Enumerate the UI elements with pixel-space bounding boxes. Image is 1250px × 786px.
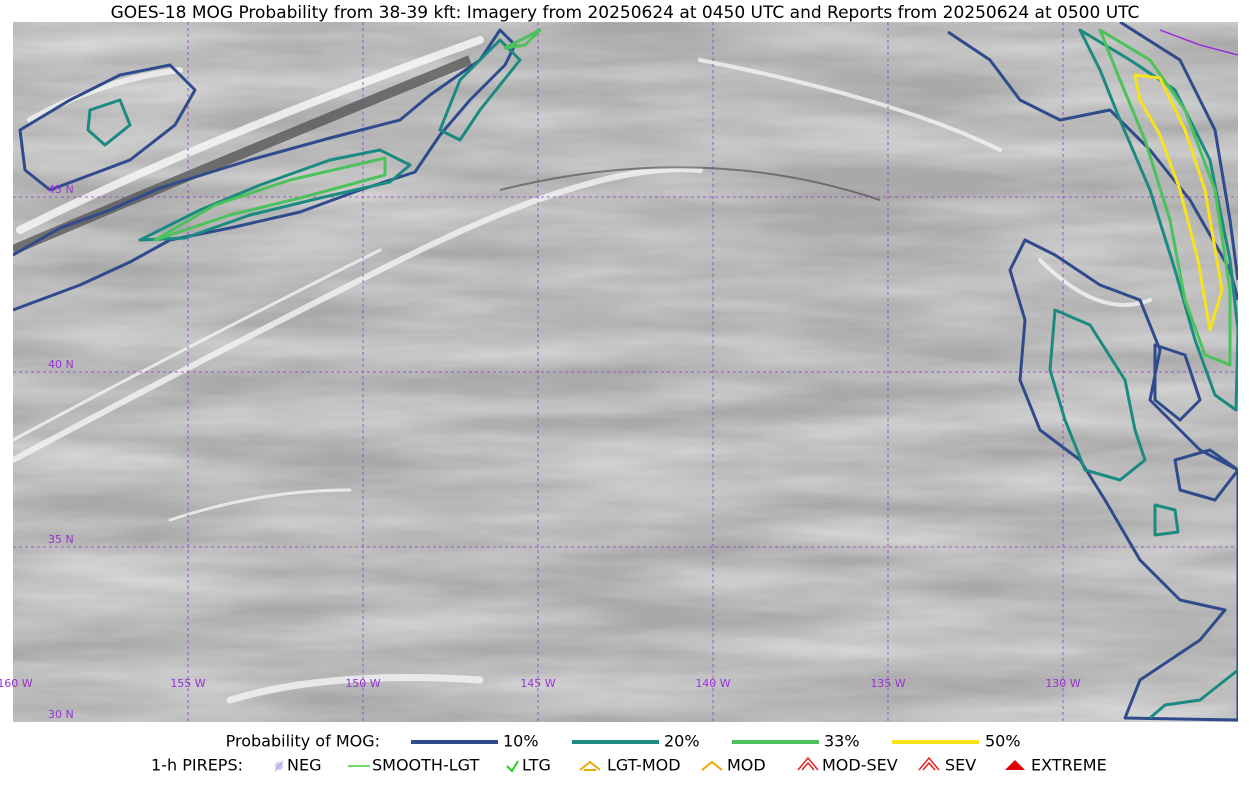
title: GOES-18 MOG Probability from 38-39 kft: … <box>111 3 1140 23</box>
pirep-icons <box>274 756 1025 773</box>
lat-label: 35 N <box>48 533 74 546</box>
legend-label: LGT-MOD <box>607 756 681 775</box>
legend: Probability of MOG: 10% 20% 33% 50% 1-h … <box>151 732 1107 775</box>
lon-label: 130 W <box>1045 677 1080 690</box>
legend-label: 20% <box>664 732 700 751</box>
legend-label: NEG <box>287 756 321 775</box>
legend-label: 10% <box>503 732 539 751</box>
lon-label: 135 W <box>870 677 905 690</box>
legend-label: MOD <box>727 756 766 775</box>
cloud-streaks <box>13 36 1152 704</box>
legend-label: 50% <box>985 732 1021 751</box>
map <box>13 22 1238 722</box>
legend-title: Probability of MOG: <box>226 732 380 751</box>
contours <box>13 22 1238 722</box>
lon-label: 150 W <box>345 677 380 690</box>
lon-label: 140 W <box>695 677 730 690</box>
legend-label: 33% <box>824 732 860 751</box>
legend-label: SEV <box>945 756 976 775</box>
lon-label: 145 W <box>520 677 555 690</box>
legend-label: LTG <box>522 756 551 775</box>
lat-label: 45 N <box>48 183 74 196</box>
lat-label: 30 N <box>48 708 74 721</box>
lon-label: 160 W <box>0 677 33 690</box>
lat-labels: 45 N 40 N 35 N 30 N <box>48 183 74 721</box>
lon-label: 155 W <box>170 677 205 690</box>
legend-label: SMOOTH-LGT <box>372 756 479 775</box>
lon-labels: 160 W 155 W 150 W 145 W 140 W 135 W 130 … <box>0 677 1081 690</box>
legend-label: EXTREME <box>1031 756 1107 775</box>
lat-label: 40 N <box>48 358 74 371</box>
legend-label: MOD-SEV <box>822 756 898 775</box>
legend-title: 1-h PIREPS: <box>151 756 243 775</box>
graticule <box>13 22 1238 722</box>
pirep-track <box>1159 29 1238 56</box>
